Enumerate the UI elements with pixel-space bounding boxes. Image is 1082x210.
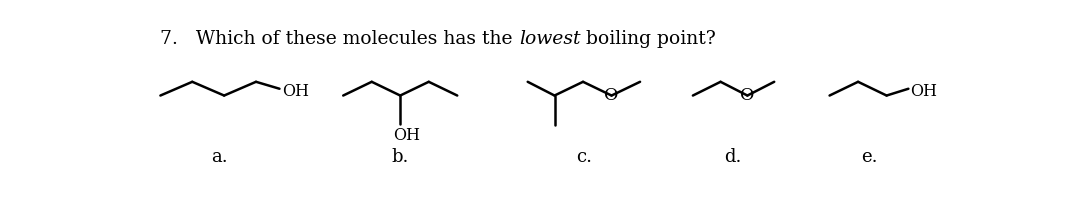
Text: boiling point?: boiling point? — [580, 30, 716, 48]
Text: lowest: lowest — [519, 30, 580, 48]
Text: a.: a. — [211, 148, 227, 166]
Text: c.: c. — [576, 148, 592, 166]
Text: O: O — [740, 87, 754, 104]
Text: e.: e. — [861, 148, 878, 166]
Text: d.: d. — [725, 148, 742, 166]
Text: O: O — [605, 87, 619, 104]
Text: OH: OH — [910, 84, 937, 100]
Text: b.: b. — [392, 148, 409, 166]
Text: OH: OH — [282, 84, 309, 100]
Text: 7.   Which of these molecules has the: 7. Which of these molecules has the — [160, 30, 519, 48]
Text: OH: OH — [394, 127, 421, 144]
